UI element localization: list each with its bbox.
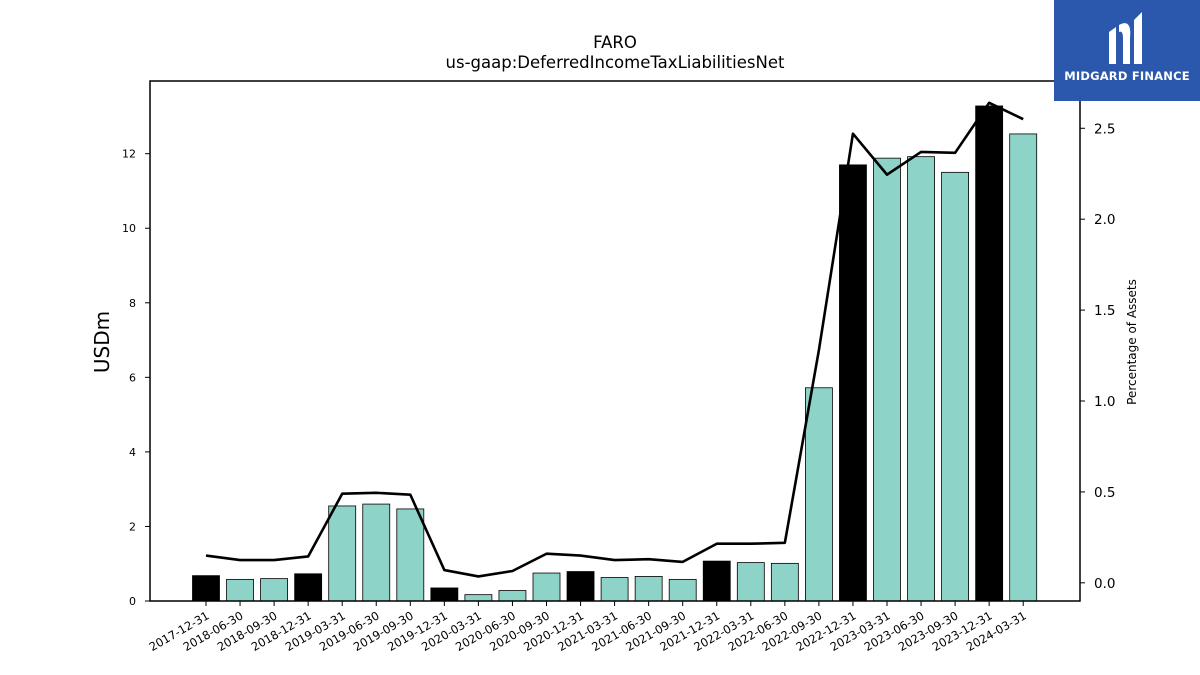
bar-2019-12-31 [430, 587, 459, 602]
bar-2022-12-31 [839, 164, 867, 602]
left-axis-ticks: 0 2 4 6 8 10 12 [122, 148, 150, 608]
bar-2018-06-30 [226, 578, 254, 602]
y2-axis-label: Percentage of Assets [1125, 279, 1139, 405]
midgard-logo-icon [1109, 12, 1142, 64]
bar-2020-06-30 [498, 590, 527, 602]
bar-2018-09-30 [260, 578, 289, 602]
bar-2019-06-30 [362, 503, 391, 602]
y-tick-label: 12 [122, 148, 136, 161]
bar-2022-06-30 [770, 562, 799, 602]
bar-2023-12-31 [975, 105, 1004, 602]
bar-2019-09-30 [396, 508, 425, 602]
y-tick-label: 10 [122, 222, 136, 235]
plot-frame [149, 80, 1081, 602]
bar-2019-03-31 [328, 505, 357, 602]
y2-tick-label: 0.0 [1094, 576, 1115, 592]
bar-2023-09-30 [941, 171, 969, 602]
bar-series [192, 105, 1038, 602]
x-axis-ticks: 2017-12-312018-06-302018-09-302018-12-31… [147, 601, 1029, 654]
bar-2022-09-30 [805, 387, 833, 602]
bar-2020-09-30 [532, 572, 561, 602]
bar-2020-12-31 [566, 571, 595, 602]
bar-2021-06-30 [634, 576, 663, 602]
y-tick-label: 0 [129, 595, 136, 608]
bar-2021-12-31 [702, 560, 731, 602]
bar-2020-03-31 [464, 594, 493, 602]
bar-2017-12-31 [192, 575, 220, 602]
right-axis-ticks: 0.0 0.5 1.0 1.5 2.0 2.5 [1080, 121, 1115, 592]
chart-subtitle: us-gaap:DeferredIncomeTaxLiabilitiesNet [446, 53, 785, 72]
y-tick-label: 2 [129, 520, 136, 533]
y-tick-label: 6 [129, 371, 136, 384]
bar-2022-03-31 [736, 562, 765, 602]
chart-title: FARO [593, 33, 637, 52]
y-axis-label: USDm [90, 311, 114, 373]
y2-tick-label: 1.0 [1094, 394, 1115, 410]
y2-tick-label: 2.5 [1094, 121, 1115, 137]
percentage-line [205, 101, 1024, 578]
brand-logo: MIDGARD FINANCE [1054, 0, 1200, 101]
y-tick-label: 4 [129, 446, 136, 459]
bar-2024-03-31 [1009, 133, 1038, 602]
bar-2023-06-30 [907, 156, 935, 602]
bar-2023-03-31 [873, 157, 901, 602]
y2-tick-label: 1.5 [1094, 303, 1115, 319]
y2-tick-label: 0.5 [1094, 485, 1115, 501]
y2-tick-label: 2.0 [1094, 212, 1115, 228]
bar-2021-03-31 [600, 577, 629, 602]
logo-text: MIDGARD FINANCE [1064, 69, 1190, 83]
bar-2018-12-31 [294, 573, 323, 602]
bar-2021-09-30 [668, 578, 697, 602]
line-series [205, 101, 1024, 578]
y-tick-label: 8 [129, 297, 136, 310]
